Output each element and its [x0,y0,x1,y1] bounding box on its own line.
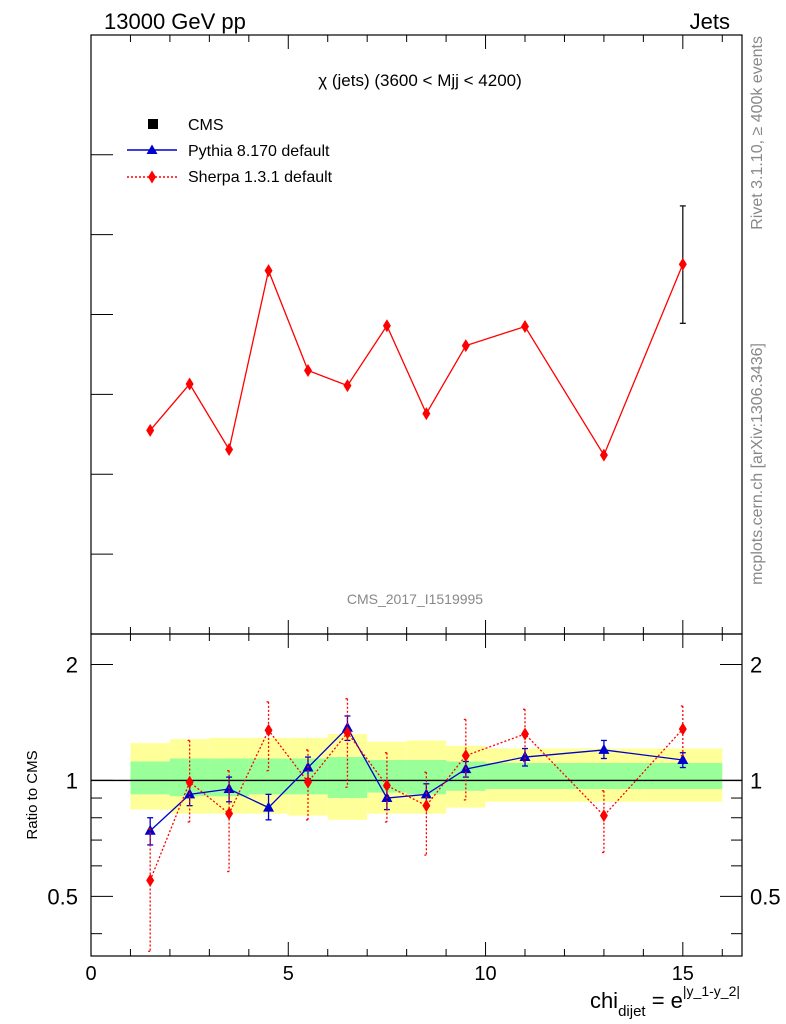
x-axis-label: chidijet = e|y_1-y_2| [590,983,740,1020]
ratio-pythia-point [519,751,531,762]
ratio-sherpa-point [343,726,352,740]
ratio-sherpa-point [225,807,234,821]
main-sherpa-point [146,423,155,437]
ratio-sherpa-point [304,775,312,789]
ratio-sherpa-point [678,722,687,736]
ratio-pythia-point [598,743,610,754]
main-sherpa-point [521,320,529,334]
y-tick-label: 1 [66,768,78,793]
main-title: χ (jets) (3600 < Mjj < 4200) [318,71,522,90]
x-tick-label: 15 [672,963,694,985]
ratio-inner-band [485,762,565,789]
legend-sherpa-label: Sherpa 1.3.1 default [188,169,333,186]
ratio-sherpa-point [382,779,391,793]
ratio-sherpa-point [599,809,608,823]
x-axis-label-eq: = e [646,988,683,1013]
x-tick-label: 5 [283,963,294,985]
main-sherpa-line [149,263,684,457]
header-left: 13000 GeV pp [104,9,246,34]
x-tick-label: 10 [474,963,496,985]
ratio-sherpa-point [146,873,155,887]
legend-cms-label: CMS [188,117,224,134]
main-sherpa-point [461,339,470,353]
y-tick-label-right: 2 [750,652,762,677]
mcplots-label: mcplots.cern.ch [arXiv:1306.3436] [749,343,766,585]
legend-pythia-label: Pythia 8.170 default [188,143,330,160]
ratio-sherpa-point [422,799,431,813]
main-sherpa-point [304,363,312,377]
x-axis-label-sup: |y_1-y_2| [683,983,740,999]
x-tick-label: 0 [85,963,96,985]
main-sherpa-point [382,319,391,333]
main-sherpa-point [225,443,234,457]
ratio-inner-band [130,761,170,795]
ratio-sherpa-line [149,728,684,881]
watermark: CMS_2017_I1519995 [347,591,483,607]
ratio-panel: 0 5 10 15 0.5 0.5 1 1 2 2 Ratio to CMS chidijet =… [24,35,781,1020]
ratio-inner-band [564,762,644,789]
legend-sherpa-marker [148,170,156,184]
y-tick-label-right: 0.5 [750,884,781,909]
ratio-inner-band [248,758,289,795]
main-sherpa-point [185,377,194,391]
main-sherpa-point [599,448,608,462]
main-sherpa-point [264,264,273,278]
y-tick-label-right: 1 [750,768,762,793]
ratio-sherpa-point [264,723,273,737]
ratio-pythia-point [677,753,689,764]
header-right: Jets [690,9,730,34]
ratio-pythia-point [263,801,275,812]
ratio-frame [90,633,743,957]
y-tick-label: 2 [66,652,78,677]
main-sherpa-point [678,257,687,271]
y-tick-label: 0.5 [47,884,78,909]
ratio-sherpa-point [461,749,470,763]
x-axis-label-sub: dijet [618,1003,646,1020]
ratio-sherpa-point [185,775,194,789]
x-axis-label-main: chi [590,988,618,1013]
rivet-label: Rivet 3.1.10, ≥ 400k events [749,36,766,230]
legend: CMS Pythia 8.170 default Sherpa 1.3.1 de… [127,117,333,186]
main-sherpa-point [422,407,431,421]
ratio-sherpa-point [521,727,529,741]
legend-pythia-marker [146,144,158,154]
ratio-ylabel: Ratio to CMS [24,750,41,839]
main-sherpa-point [343,379,352,393]
main-panel: χ (jets) (3600 < Mjj < 4200) CMS_2017_I1… [90,34,743,635]
ratio-pythia-line [149,726,683,832]
legend-cms-marker [148,119,158,129]
